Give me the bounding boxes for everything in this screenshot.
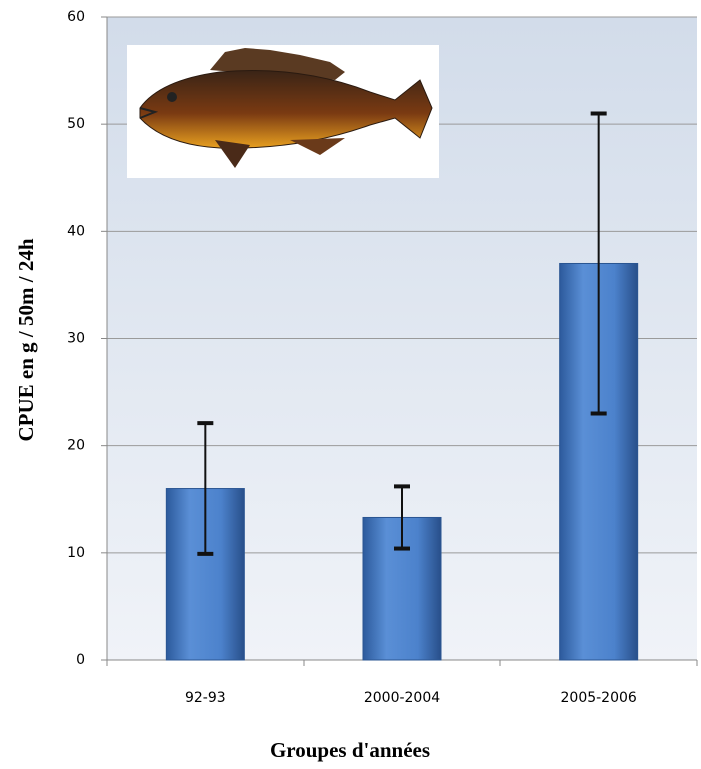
- error-bar: [197, 421, 214, 556]
- y-tick-label: 50: [67, 116, 85, 132]
- y-tick-label: 30: [67, 331, 85, 347]
- y-tick-label: 10: [67, 545, 85, 561]
- x-tick-label: 92-93: [185, 690, 226, 706]
- y-tick-label: 20: [67, 438, 85, 454]
- y-tick-label: 60: [67, 9, 85, 25]
- x-tick-label: 2005-2006: [561, 690, 637, 706]
- y-tick-label: 0: [76, 652, 85, 668]
- x-axis-ticks: [106, 660, 698, 666]
- fish-illustration: [127, 45, 439, 178]
- error-bar: [394, 484, 410, 551]
- x-tick-label: 2000-2004: [364, 690, 440, 706]
- y-tick-label: 40: [67, 223, 85, 239]
- error-bar: [590, 111, 607, 416]
- x-axis-title: Groupes d'années: [270, 738, 430, 762]
- y-axis-title: CPUE en g / 50m / 24h: [14, 238, 38, 441]
